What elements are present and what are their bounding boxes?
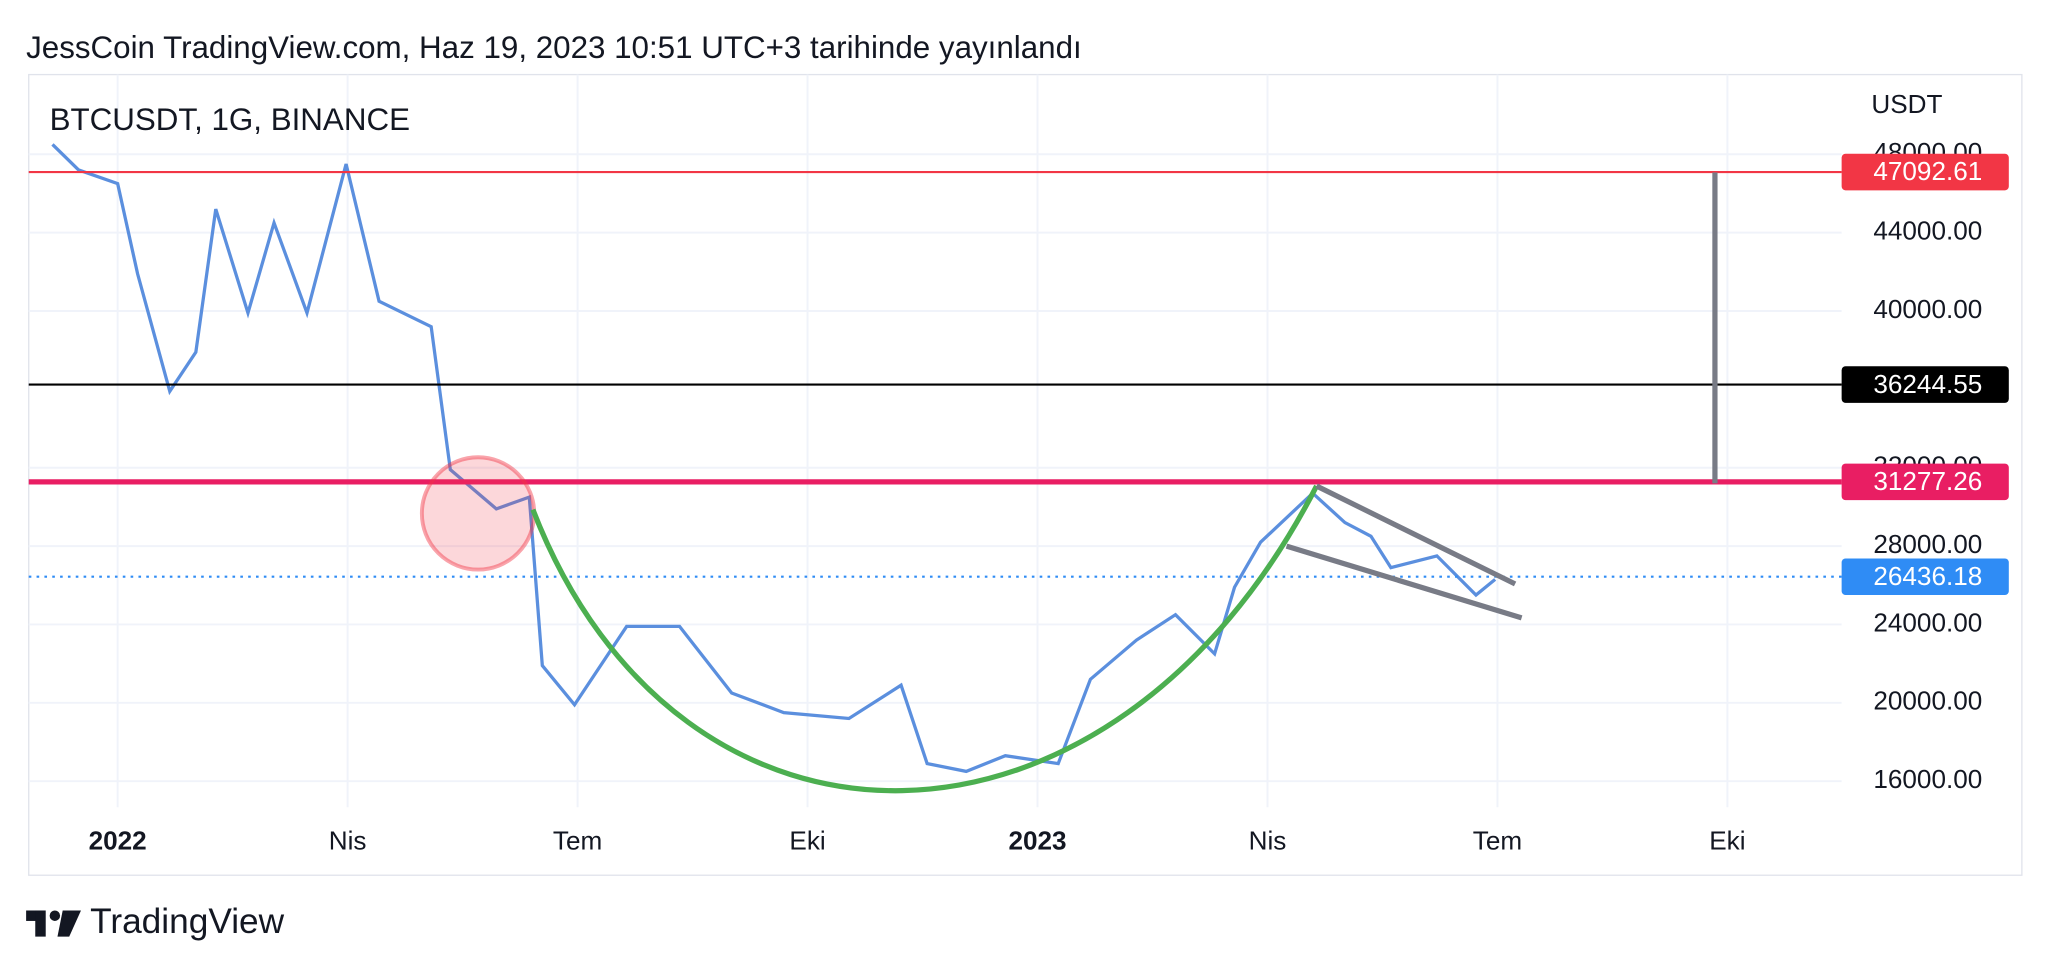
- price-badge: [1841, 463, 2009, 501]
- y-tick-label: 24000.00: [1873, 607, 1982, 637]
- logo-shape: [57, 910, 81, 937]
- price-badge: [1841, 366, 2009, 403]
- price-badge-label: 31277.26: [1873, 466, 1982, 496]
- x-tick-label: Tem: [1473, 825, 1522, 855]
- y-axis-label: USDT: [1871, 89, 1942, 119]
- price-badge-label: 47092.61: [1873, 156, 1982, 186]
- x-tick-label: Eki: [1709, 825, 1745, 855]
- marks: [28, 143, 1842, 774]
- y-tick-label: 40000.00: [1873, 294, 1982, 324]
- price-badge: [1841, 153, 2009, 191]
- wedge-line: [1315, 483, 1517, 587]
- y-tick-label: 28000.00: [1873, 529, 1982, 559]
- y-tick-label: 44000.00: [1873, 216, 1982, 246]
- y-tick-label: 16000.00: [1873, 764, 1982, 794]
- x-tick-label: Tem: [553, 825, 602, 855]
- cup-curve: [530, 484, 1319, 794]
- logo: [26, 910, 81, 937]
- x-tick-label: Eki: [789, 825, 825, 855]
- price-badge-label: 36244.55: [1873, 369, 1982, 399]
- y-tick-label: 20000.00: [1873, 686, 1982, 716]
- drawings: [419, 172, 1718, 794]
- x-tick-label: Nis: [329, 825, 367, 855]
- price-line: [51, 143, 1497, 774]
- x-tick-label: 2022: [89, 825, 147, 855]
- price-axis: 2022 Nis Tem Eki 2023 Nis Tem Eki 16000.00 20000.…: [89, 137, 2009, 855]
- logo-shape: [49, 910, 61, 921]
- symbol-label: BTCUSDT, 1G, BINANCE: [50, 102, 410, 137]
- x-tick-label: 2023: [1008, 825, 1066, 855]
- logo-shape: [35, 910, 46, 937]
- brand: TradingView: [90, 902, 285, 941]
- price-badge: [1841, 558, 2009, 596]
- grid: [28, 74, 1842, 808]
- price-badge-label: 26436.18: [1873, 561, 1982, 591]
- highlight-circle: [419, 455, 537, 572]
- x-tick-label: Nis: [1249, 825, 1287, 855]
- chart-title: JessCoin TradingView.com, Haz 19, 2023 1…: [26, 30, 1082, 65]
- plot-frame: [28, 73, 2023, 876]
- wedge-line: [1285, 543, 1523, 621]
